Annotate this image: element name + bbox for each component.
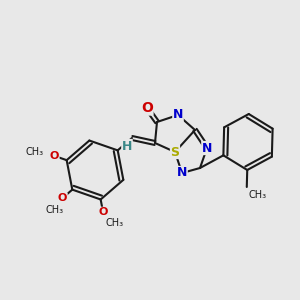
Text: S: S (170, 146, 179, 158)
Text: O: O (141, 101, 153, 115)
Text: N: N (202, 142, 212, 154)
Text: CH₃: CH₃ (45, 205, 63, 215)
Text: N: N (173, 109, 183, 122)
Text: CH₃: CH₃ (249, 190, 267, 200)
Text: O: O (98, 207, 108, 217)
Text: CH₃: CH₃ (105, 218, 123, 228)
Text: O: O (58, 193, 67, 203)
Text: H: H (122, 140, 132, 152)
Text: CH₃: CH₃ (26, 147, 44, 157)
Text: O: O (50, 151, 59, 161)
Text: N: N (177, 167, 187, 179)
